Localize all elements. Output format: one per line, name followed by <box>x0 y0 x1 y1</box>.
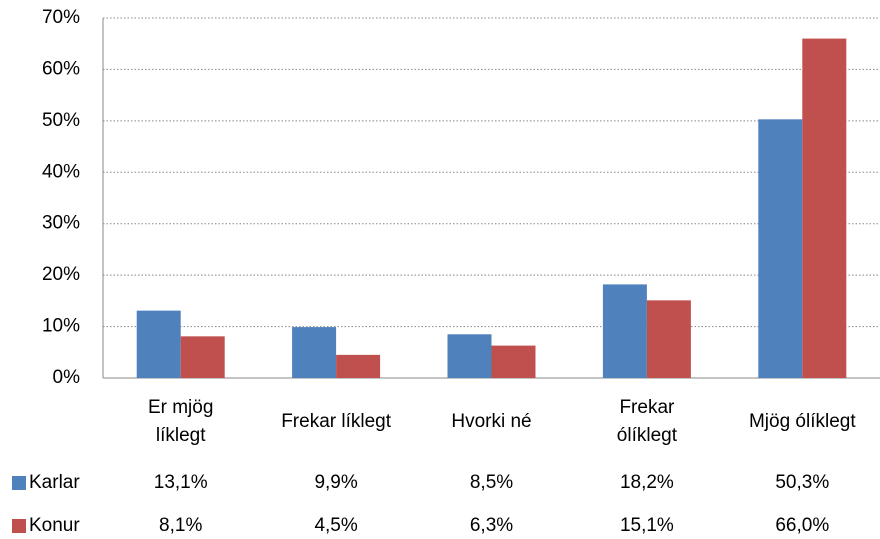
y-tick-label: 50% <box>42 110 80 131</box>
data-label: 6,3% <box>470 515 513 536</box>
data-label: 15,1% <box>620 515 674 536</box>
bar <box>180 336 225 378</box>
legend-label: Konur <box>29 515 80 536</box>
bar <box>802 38 847 378</box>
bar <box>602 284 647 378</box>
bar <box>336 354 381 378</box>
data-label: 9,9% <box>314 472 357 493</box>
data-label: 66,0% <box>775 515 829 536</box>
y-tick-label: 70% <box>42 7 80 28</box>
legend-swatch <box>12 476 26 490</box>
data-label: 50,3% <box>775 472 829 493</box>
data-label: 8,5% <box>470 472 513 493</box>
bar <box>136 310 181 378</box>
y-tick-label: 0% <box>53 367 81 388</box>
x-tick-label: Frekar líklegt <box>281 411 391 432</box>
bar <box>758 119 803 379</box>
y-tick-label: 60% <box>42 58 80 79</box>
x-tick-label: Frekar ólíklegt <box>616 397 677 446</box>
bar <box>292 327 337 378</box>
y-tick-label: 20% <box>42 264 80 285</box>
x-tick-label: Er mjög líklegt <box>147 397 214 446</box>
x-tick-label: Mjög ólíklegt <box>748 411 856 432</box>
data-label: 13,1% <box>154 472 208 493</box>
legend-label: Karlar <box>29 472 80 493</box>
bar <box>646 300 691 378</box>
data-label: 8,1% <box>159 515 202 536</box>
data-label: 18,2% <box>620 472 674 493</box>
bar <box>447 334 492 378</box>
data-label: 4,5% <box>314 515 357 536</box>
y-tick-label: 30% <box>42 213 80 234</box>
x-tick-label: Hvorki né <box>451 411 532 432</box>
y-tick-label: 40% <box>42 161 80 182</box>
legend-swatch <box>12 519 26 533</box>
bar <box>491 345 536 378</box>
y-tick-label: 10% <box>42 316 80 337</box>
